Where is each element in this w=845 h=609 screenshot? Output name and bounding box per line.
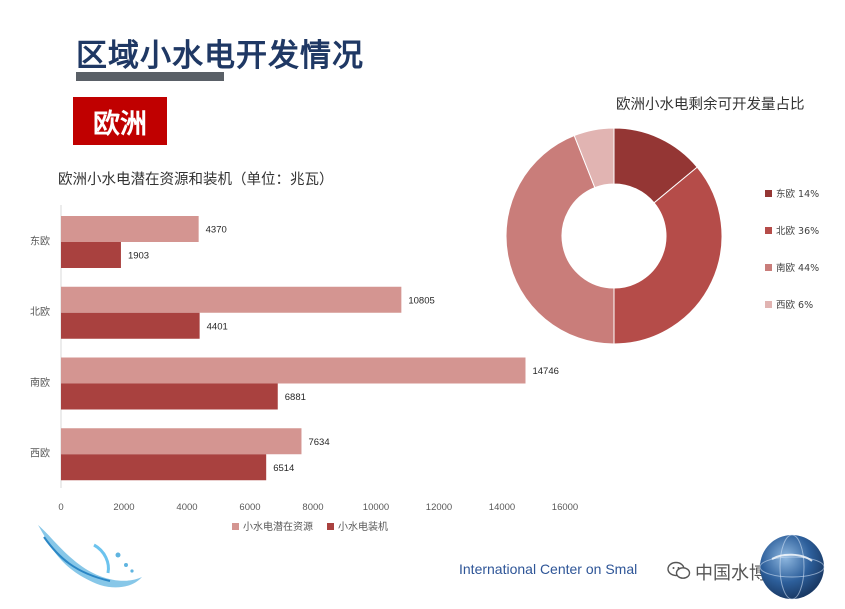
bar [61,428,302,455]
bar [61,216,199,242]
bar-data-label: 6881 [285,392,306,403]
bar-data-label: 4401 [207,321,228,332]
x-tick-label: 12000 [426,502,452,513]
legend-swatch [327,523,334,530]
x-tick-label: 0 [58,502,63,513]
bar [61,383,278,410]
bar-data-label: 6514 [273,463,294,474]
legend-label: 南欧 44% [776,262,819,274]
legend-swatch [232,523,239,530]
region-tag: 欧洲 [73,97,167,145]
x-tick-label: 8000 [302,502,323,513]
bar-chart-title: 欧洲小水电潜在资源和装机（单位：兆瓦） [58,172,334,188]
legend-label: 北欧 36% [776,225,819,237]
donut-slice [505,134,615,345]
x-tick-label: 2000 [113,502,134,513]
legend-swatch [765,301,772,308]
bar-data-label: 7634 [308,437,329,448]
bar [61,357,526,384]
bar-data-label: 14746 [532,366,558,377]
bar-data-label: 10805 [408,295,434,306]
bar [61,312,200,339]
legend-label: 东欧 14% [776,188,819,200]
x-tick-label: 4000 [176,502,197,513]
category-label: 南欧 [30,376,50,389]
donut-chart-title: 欧洲小水电剩余可开发量占比 [616,97,805,113]
donut-slice [573,127,615,189]
page-title: 区域小水电开发情况 [76,38,364,74]
title-underline [76,72,224,81]
bar [61,242,121,268]
legend-swatch [765,227,772,234]
legend-swatch [765,264,772,271]
bar [61,286,402,313]
x-tick-label: 14000 [489,502,515,513]
legend-label: 小水电装机 [338,520,388,533]
bar-data-label: 1903 [128,251,149,262]
legend-swatch [765,190,772,197]
legend-label: 小水电潜在资源 [243,520,313,533]
globe-logo [759,534,825,600]
category-label: 西欧 [30,448,50,460]
bar-data-label: 4370 [206,225,227,236]
donut-slice [613,166,723,345]
x-tick-label: 16000 [552,502,578,513]
x-tick-label: 6000 [239,502,260,513]
footer-organization-text: International Center on Smal [459,561,638,577]
x-tick-label: 10000 [363,502,389,513]
legend-label: 西欧 6% [776,299,813,311]
bar [61,454,267,481]
water-splash-logo [38,525,142,588]
category-label: 北欧 [30,306,50,318]
category-label: 东欧 [30,234,50,247]
wechat-icon [667,561,691,579]
